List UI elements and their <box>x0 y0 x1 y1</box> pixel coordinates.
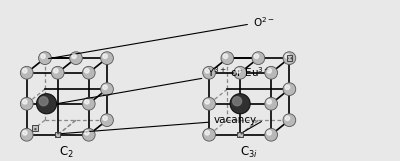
Circle shape <box>100 52 113 65</box>
Circle shape <box>267 69 272 73</box>
Circle shape <box>100 114 113 127</box>
Bar <box>287 55 292 61</box>
Circle shape <box>203 66 216 79</box>
Circle shape <box>51 66 64 79</box>
Circle shape <box>205 100 210 104</box>
Circle shape <box>54 69 58 73</box>
Text: Y$^{3+}$ or Eu$^{3+}$: Y$^{3+}$ or Eu$^{3+}$ <box>59 65 272 103</box>
Circle shape <box>230 94 250 114</box>
Text: vacancy: vacancy <box>62 115 257 134</box>
Circle shape <box>252 52 265 65</box>
Circle shape <box>38 52 51 65</box>
Circle shape <box>22 100 27 104</box>
Circle shape <box>36 94 57 114</box>
Circle shape <box>221 52 234 65</box>
Text: C$_{3i}$: C$_{3i}$ <box>240 145 258 160</box>
Circle shape <box>265 128 278 141</box>
Circle shape <box>267 131 272 135</box>
Circle shape <box>285 54 290 58</box>
Circle shape <box>205 131 210 135</box>
Circle shape <box>82 66 95 79</box>
Circle shape <box>283 83 296 95</box>
Circle shape <box>20 66 33 79</box>
Bar <box>55 132 60 137</box>
Circle shape <box>285 116 290 120</box>
Circle shape <box>82 97 95 110</box>
Circle shape <box>82 128 95 141</box>
Circle shape <box>39 97 48 106</box>
Circle shape <box>100 83 113 95</box>
Bar <box>32 125 38 131</box>
Bar <box>237 132 243 137</box>
Circle shape <box>203 97 216 110</box>
Circle shape <box>203 128 216 141</box>
Circle shape <box>70 52 82 65</box>
Text: C$_2$: C$_2$ <box>60 145 74 160</box>
Circle shape <box>285 85 290 90</box>
Circle shape <box>223 54 228 58</box>
Circle shape <box>234 66 246 79</box>
Circle shape <box>84 131 89 135</box>
Circle shape <box>103 85 107 90</box>
Circle shape <box>265 97 278 110</box>
Circle shape <box>20 97 33 110</box>
Circle shape <box>236 69 240 73</box>
Circle shape <box>22 69 27 73</box>
Circle shape <box>283 52 296 65</box>
Circle shape <box>233 97 242 106</box>
Circle shape <box>283 114 296 127</box>
Circle shape <box>205 69 210 73</box>
Circle shape <box>41 54 45 58</box>
Circle shape <box>265 66 278 79</box>
Circle shape <box>84 100 89 104</box>
Circle shape <box>103 116 107 120</box>
Circle shape <box>72 54 76 58</box>
Circle shape <box>84 69 89 73</box>
Text: O$^{2-}$: O$^{2-}$ <box>49 15 274 59</box>
Circle shape <box>254 54 259 58</box>
Circle shape <box>22 131 27 135</box>
Circle shape <box>20 128 33 141</box>
Circle shape <box>103 54 107 58</box>
Circle shape <box>267 100 272 104</box>
